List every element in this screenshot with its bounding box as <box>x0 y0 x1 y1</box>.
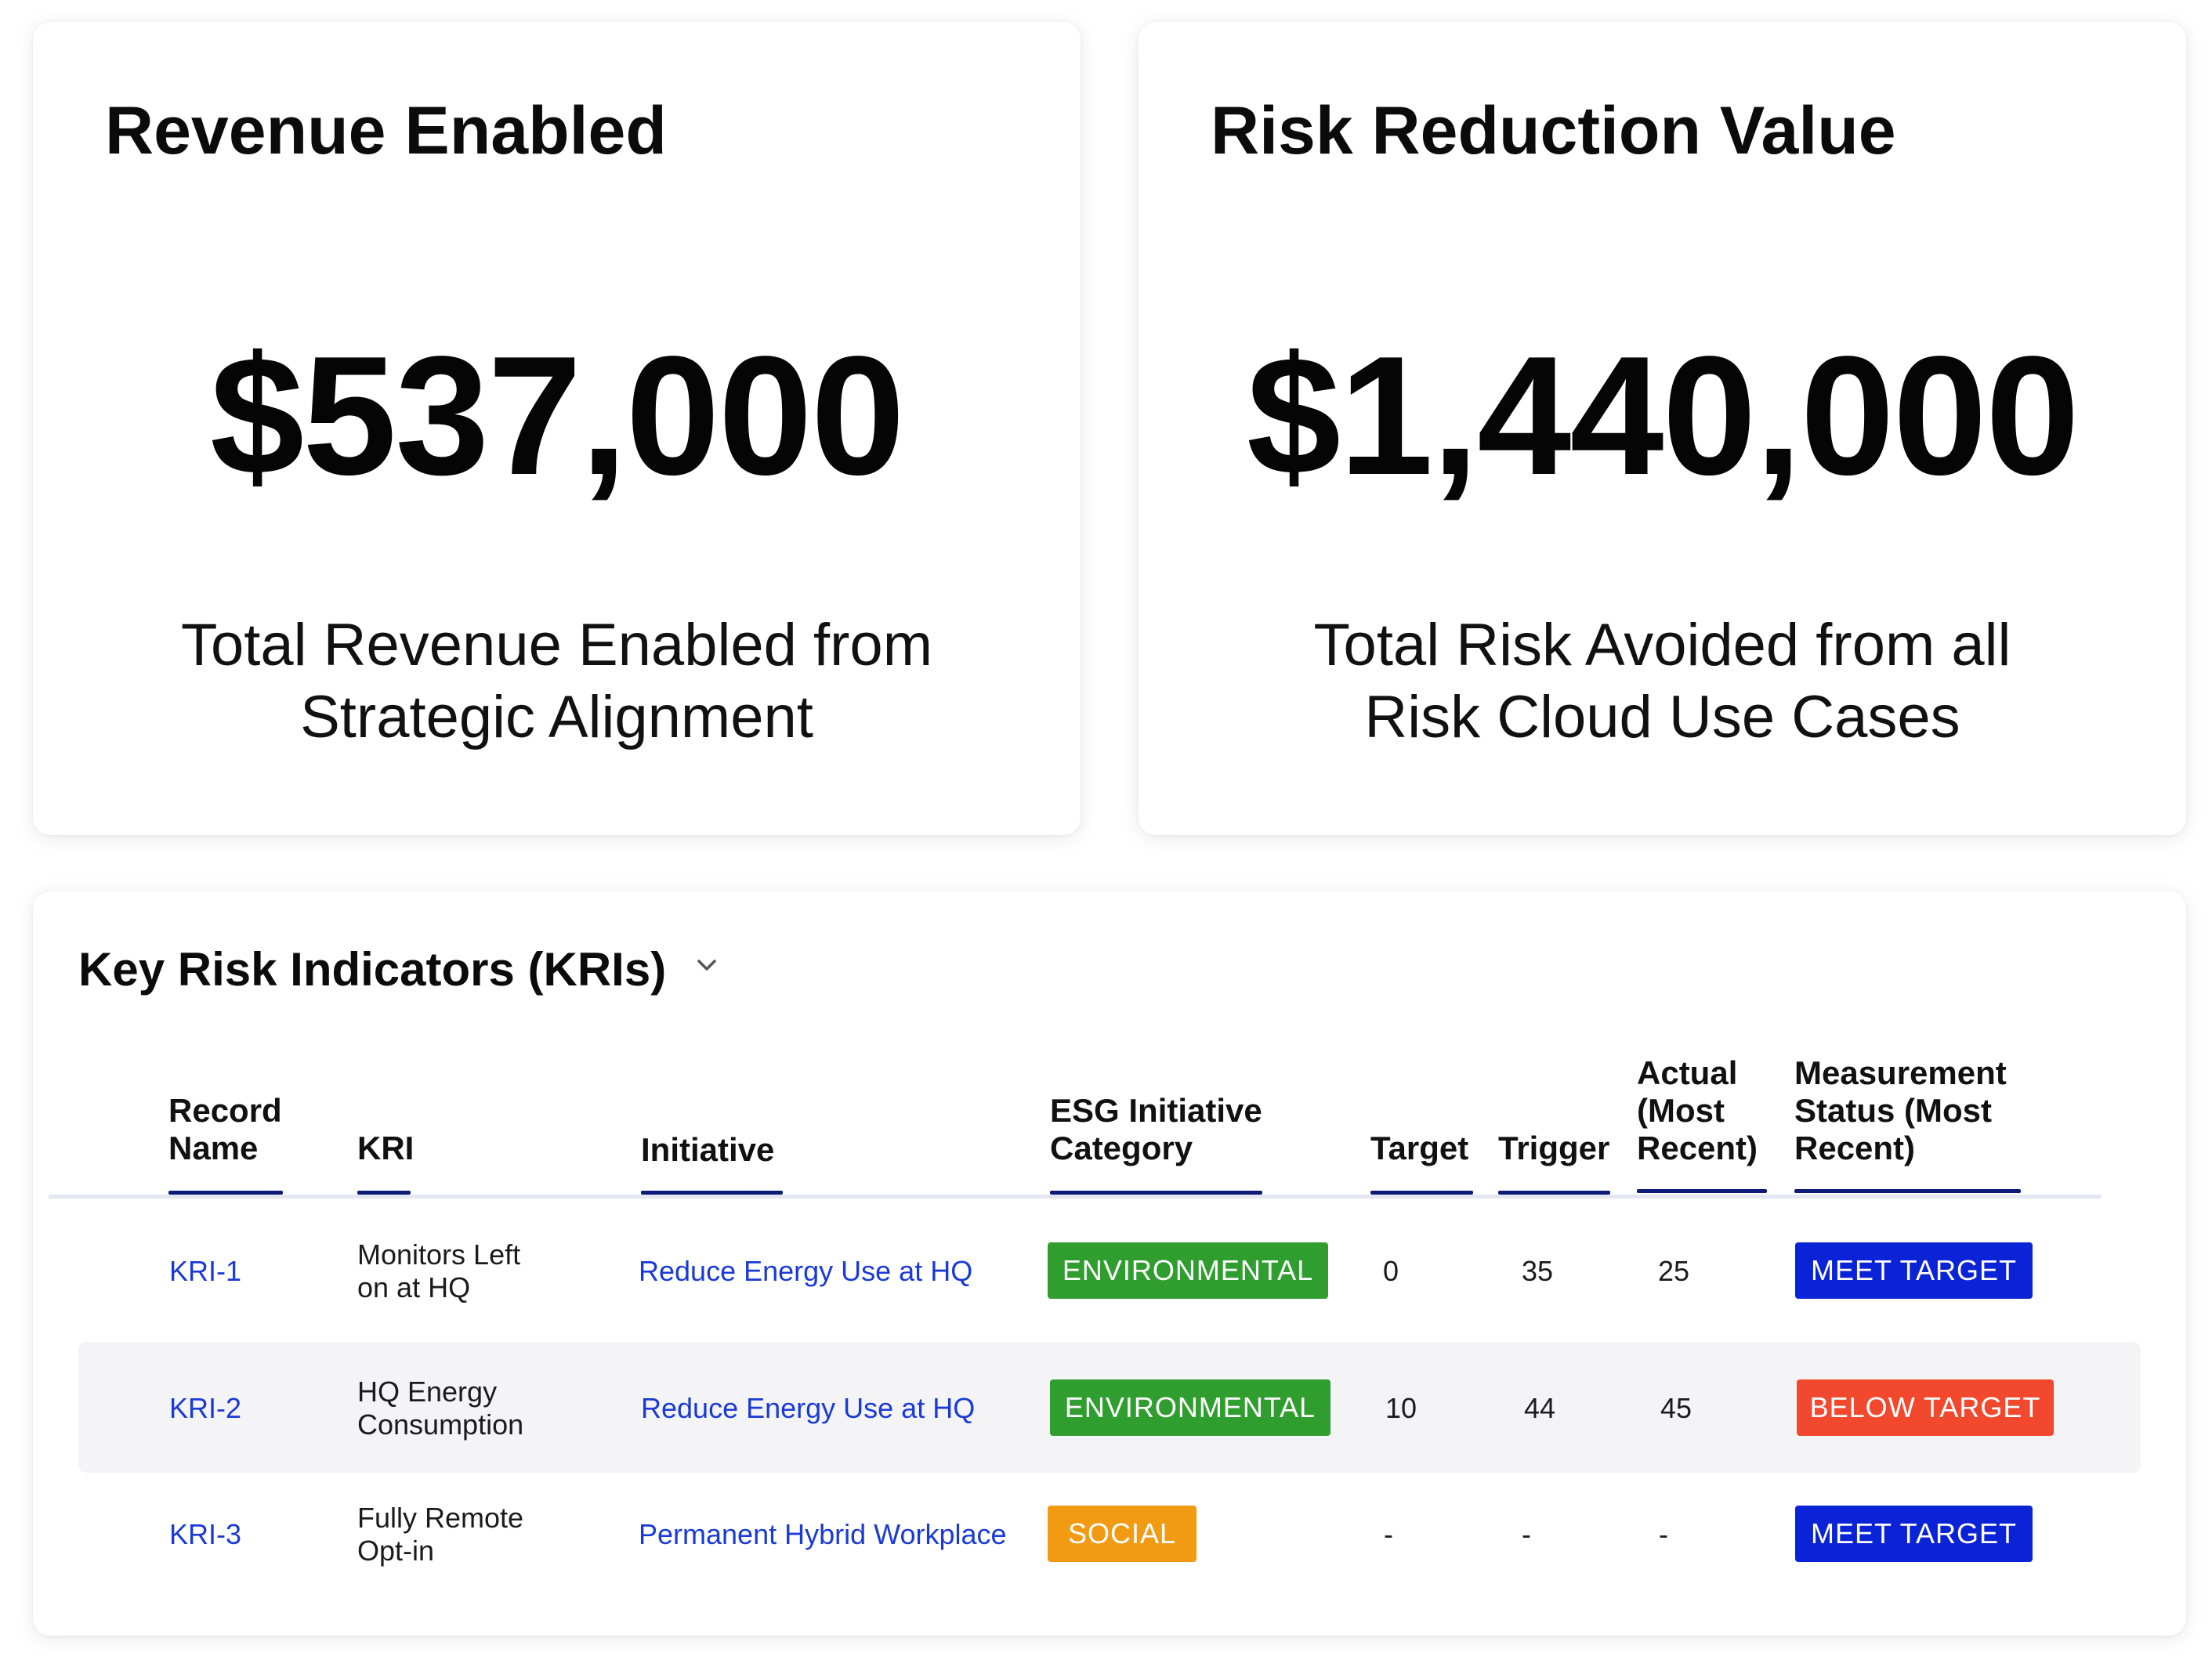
risk-card-title: Risk Reduction Value <box>1211 93 1896 168</box>
risk-value: $1,440,000 <box>1246 320 2080 510</box>
chevron-down-icon[interactable] <box>690 948 724 982</box>
status-badge: MEET TARGET <box>1795 1242 2033 1299</box>
column-header-initiative[interactable]: Initiative <box>641 1131 775 1168</box>
kri-name: Fully Remote Opt-in <box>357 1502 524 1567</box>
risk-caption-line-1: Total Risk Avoided from all <box>1313 612 2011 678</box>
risk-reduction-card: Risk Reduction Value $1,440,000 Total Ri… <box>1139 22 2186 835</box>
category-badge: ENVIRONMENTAL <box>1050 1379 1330 1436</box>
record-name-link[interactable]: KRI-1 <box>169 1255 242 1287</box>
target-value: - <box>1384 1518 1393 1550</box>
column-header-actual[interactable]: Actual (Most Recent) <box>1637 1054 1758 1166</box>
column-underline-trigger <box>1498 1191 1610 1195</box>
column-header-kri[interactable]: KRI <box>357 1130 415 1166</box>
risk-caption: Total Risk Avoided from all Risk Cloud U… <box>1139 609 2186 754</box>
revenue-caption-line-2: Strategic Alignment <box>300 684 813 750</box>
trigger-value: 35 <box>1522 1255 1554 1287</box>
column-header-target[interactable]: Target <box>1370 1130 1469 1166</box>
column-underline-kri <box>357 1191 411 1195</box>
column-underline-status <box>1794 1189 2021 1193</box>
category-badge: SOCIAL <box>1048 1506 1197 1562</box>
revenue-card-title: Revenue Enabled <box>105 93 667 168</box>
column-header-record-name[interactable]: Record Name <box>168 1092 282 1166</box>
table-header-divider <box>49 1195 2102 1199</box>
target-value: 0 <box>1383 1255 1399 1287</box>
record-name-link[interactable]: KRI-3 <box>169 1518 242 1550</box>
status-badge: MEET TARGET <box>1795 1506 2033 1562</box>
column-underline-record-name <box>168 1191 283 1195</box>
kri-name: Monitors Left on at HQ <box>357 1238 521 1303</box>
status-badge: BELOW TARGET <box>1797 1379 2054 1436</box>
column-underline-initiative <box>641 1191 783 1195</box>
trigger-value: 44 <box>1524 1392 1556 1424</box>
column-header-trigger[interactable]: Trigger <box>1498 1130 1610 1166</box>
kri-name: HQ Energy Consumption <box>357 1376 524 1441</box>
column-underline-actual <box>1637 1189 1767 1193</box>
column-underline-target <box>1370 1191 1473 1195</box>
initiative-link[interactable]: Permanent Hybrid Workplace <box>639 1518 1007 1550</box>
initiative-link[interactable]: Reduce Energy Use at HQ <box>639 1255 973 1287</box>
revenue-value: $537,000 <box>210 320 905 510</box>
category-badge: ENVIRONMENTAL <box>1048 1242 1328 1299</box>
column-header-status[interactable]: Measurement Status (Most Recent) <box>1794 1054 2007 1166</box>
record-name-link[interactable]: KRI-2 <box>169 1392 242 1424</box>
risk-caption-line-2: Risk Cloud Use Cases <box>1364 684 1960 750</box>
column-underline-esg-category <box>1050 1191 1262 1195</box>
trigger-value: - <box>1522 1518 1531 1550</box>
revenue-caption: Total Revenue Enabled from Strategic Ali… <box>33 609 1081 754</box>
actual-value: 45 <box>1660 1392 1692 1424</box>
revenue-enabled-card: Revenue Enabled $537,000 Total Revenue E… <box>33 22 1081 835</box>
kri-section-title: Key Risk Indicators (KRIs) <box>78 943 667 996</box>
actual-value: 25 <box>1658 1255 1690 1287</box>
column-header-esg-category[interactable]: ESG Initiative Category <box>1050 1092 1262 1166</box>
initiative-link[interactable]: Reduce Energy Use at HQ <box>641 1392 976 1424</box>
target-value: 10 <box>1385 1392 1417 1424</box>
actual-value: - <box>1659 1518 1668 1550</box>
revenue-caption-line-1: Total Revenue Enabled from <box>180 612 933 678</box>
